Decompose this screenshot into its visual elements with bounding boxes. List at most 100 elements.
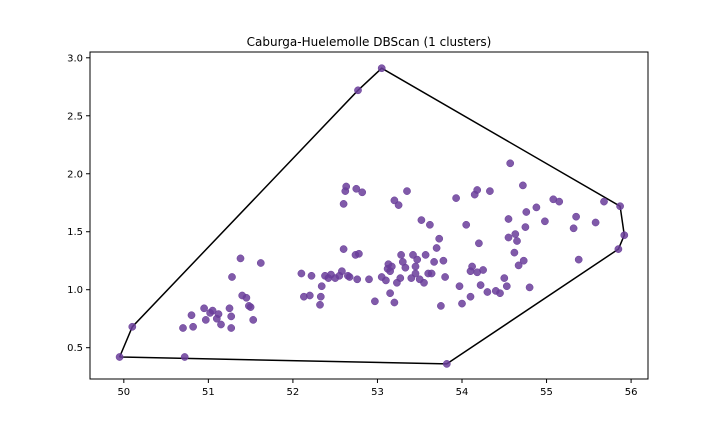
data-point	[242, 293, 251, 302]
data-point	[382, 276, 390, 285]
data-point	[358, 188, 367, 197]
data-point	[413, 255, 422, 264]
data-point	[179, 324, 187, 332]
data-point	[217, 320, 225, 329]
data-point	[442, 360, 451, 368]
x-tick-label: 53	[371, 387, 384, 398]
data-point	[208, 306, 217, 315]
data-point	[411, 262, 420, 271]
data-point	[504, 233, 513, 242]
data-point	[317, 282, 326, 291]
data-point	[574, 255, 583, 264]
chart-title: Caburga-Huelemolle DBScan (1 clusters)	[247, 35, 492, 49]
data-point	[513, 237, 521, 245]
data-point	[441, 273, 449, 281]
data-point	[462, 220, 471, 229]
data-point	[339, 200, 348, 208]
y-tick-label: 2.5	[67, 111, 83, 122]
data-point	[496, 289, 504, 298]
data-point	[600, 197, 608, 206]
x-tick-label: 50	[117, 387, 130, 398]
data-point	[514, 261, 523, 270]
data-point	[201, 316, 210, 324]
data-point	[466, 292, 475, 301]
data-point	[338, 267, 346, 276]
data-point	[249, 316, 258, 324]
data-point	[246, 303, 255, 311]
data-point	[316, 300, 324, 309]
y-tick-label: 0.5	[67, 343, 83, 354]
plot-area	[89, 51, 649, 380]
data-point	[572, 212, 580, 221]
data-point	[421, 251, 430, 259]
data-point	[214, 310, 223, 318]
data-point	[455, 282, 464, 291]
data-point	[377, 64, 386, 73]
data-point	[500, 274, 509, 282]
y-tick-label: 1.0	[67, 285, 83, 296]
x-tick-label: 51	[202, 387, 215, 398]
data-point	[187, 311, 196, 320]
data-point	[342, 182, 351, 191]
data-point	[522, 208, 531, 216]
data-point	[439, 256, 448, 265]
data-point	[510, 248, 519, 257]
data-point	[401, 263, 410, 272]
data-point	[432, 244, 441, 252]
data-point	[256, 259, 265, 267]
data-point	[511, 230, 520, 238]
data-point	[365, 275, 373, 284]
data-point	[355, 249, 363, 258]
data-point	[307, 271, 316, 280]
data-point	[390, 298, 399, 307]
data-point	[616, 202, 624, 211]
x-tick-label: 56	[625, 387, 638, 398]
data-point	[180, 353, 189, 361]
data-point	[386, 289, 394, 298]
data-point	[502, 282, 511, 291]
y-tick-label: 2.0	[67, 169, 83, 180]
data-points	[115, 64, 629, 368]
data-point	[541, 217, 549, 226]
data-point	[227, 312, 236, 321]
data-point	[417, 216, 426, 224]
data-point	[521, 223, 530, 231]
data-point	[316, 292, 325, 301]
data-point	[435, 234, 444, 243]
data-point	[519, 256, 528, 265]
x-tick-label: 52	[287, 387, 300, 398]
data-point	[555, 197, 564, 206]
data-point	[426, 220, 434, 229]
data-point	[353, 275, 362, 284]
x-tick-label: 55	[540, 387, 553, 398]
data-point	[339, 245, 348, 253]
data-point	[345, 273, 354, 281]
data-point	[437, 302, 445, 310]
data-point	[452, 194, 460, 202]
data-point	[354, 86, 362, 95]
data-point	[200, 304, 208, 313]
data-point	[225, 304, 234, 313]
data-point	[479, 266, 487, 274]
data-point	[236, 254, 245, 263]
x-tick-label: 54	[456, 387, 469, 398]
data-point	[115, 353, 124, 361]
y-tick-label: 1.5	[67, 227, 83, 238]
data-point	[532, 203, 541, 212]
data-point	[305, 291, 314, 300]
data-point	[483, 288, 492, 296]
y-axis: 0.5 1.0 1.5 2.0 2.5 3.0	[67, 53, 90, 354]
data-point	[227, 324, 236, 332]
data-point	[458, 299, 466, 308]
data-point	[403, 187, 411, 195]
data-point	[569, 224, 578, 233]
data-point	[620, 231, 629, 240]
data-point	[468, 262, 476, 271]
data-point	[486, 187, 494, 195]
data-point	[387, 262, 396, 271]
data-point	[189, 322, 197, 331]
data-point	[396, 274, 405, 282]
data-point	[352, 184, 361, 193]
